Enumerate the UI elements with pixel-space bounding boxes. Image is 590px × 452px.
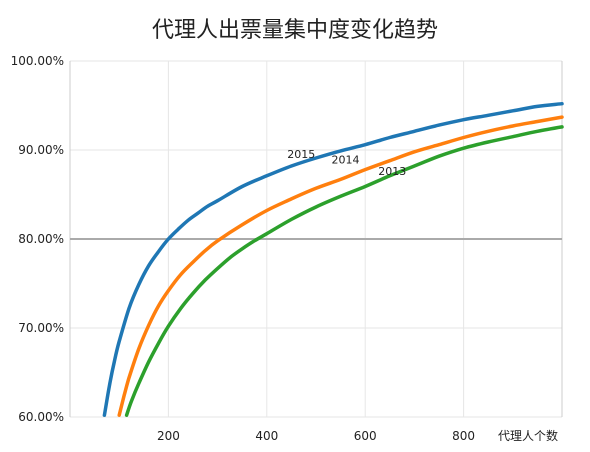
chart-title: 代理人出票量集中度变化趋势 (151, 18, 438, 43)
series-label-2015: 2015 (287, 148, 315, 161)
tick-layer: 60.00% 70.00% 80.00% 90.00% 100.00% 200 400 600… (11, 54, 475, 443)
series-layer: 2015 2014 2013 (102, 101, 564, 417)
y-tick-label-4: 100.00% (11, 54, 64, 68)
series-line-2015 (102, 101, 564, 417)
series-label-2013: 2013 (378, 165, 406, 178)
series-line-2014 (117, 115, 564, 417)
x-axis-label: 代理人个数 (498, 428, 558, 443)
y-tick-label-3: 90.00% (18, 143, 64, 157)
x-tick-label-1: 400 (255, 429, 278, 443)
y-tick-label-1: 70.00% (18, 321, 64, 335)
y-tick-label-2: 80.00% (18, 232, 64, 246)
x-tick-label-0: 200 (157, 429, 180, 443)
x-tick-label-2: 600 (354, 429, 377, 443)
series-label-2014: 2014 (332, 153, 360, 166)
y-tick-label-0: 60.00% (18, 410, 64, 424)
series-line-2013 (124, 125, 564, 417)
x-tick-label-3: 800 (452, 429, 475, 443)
